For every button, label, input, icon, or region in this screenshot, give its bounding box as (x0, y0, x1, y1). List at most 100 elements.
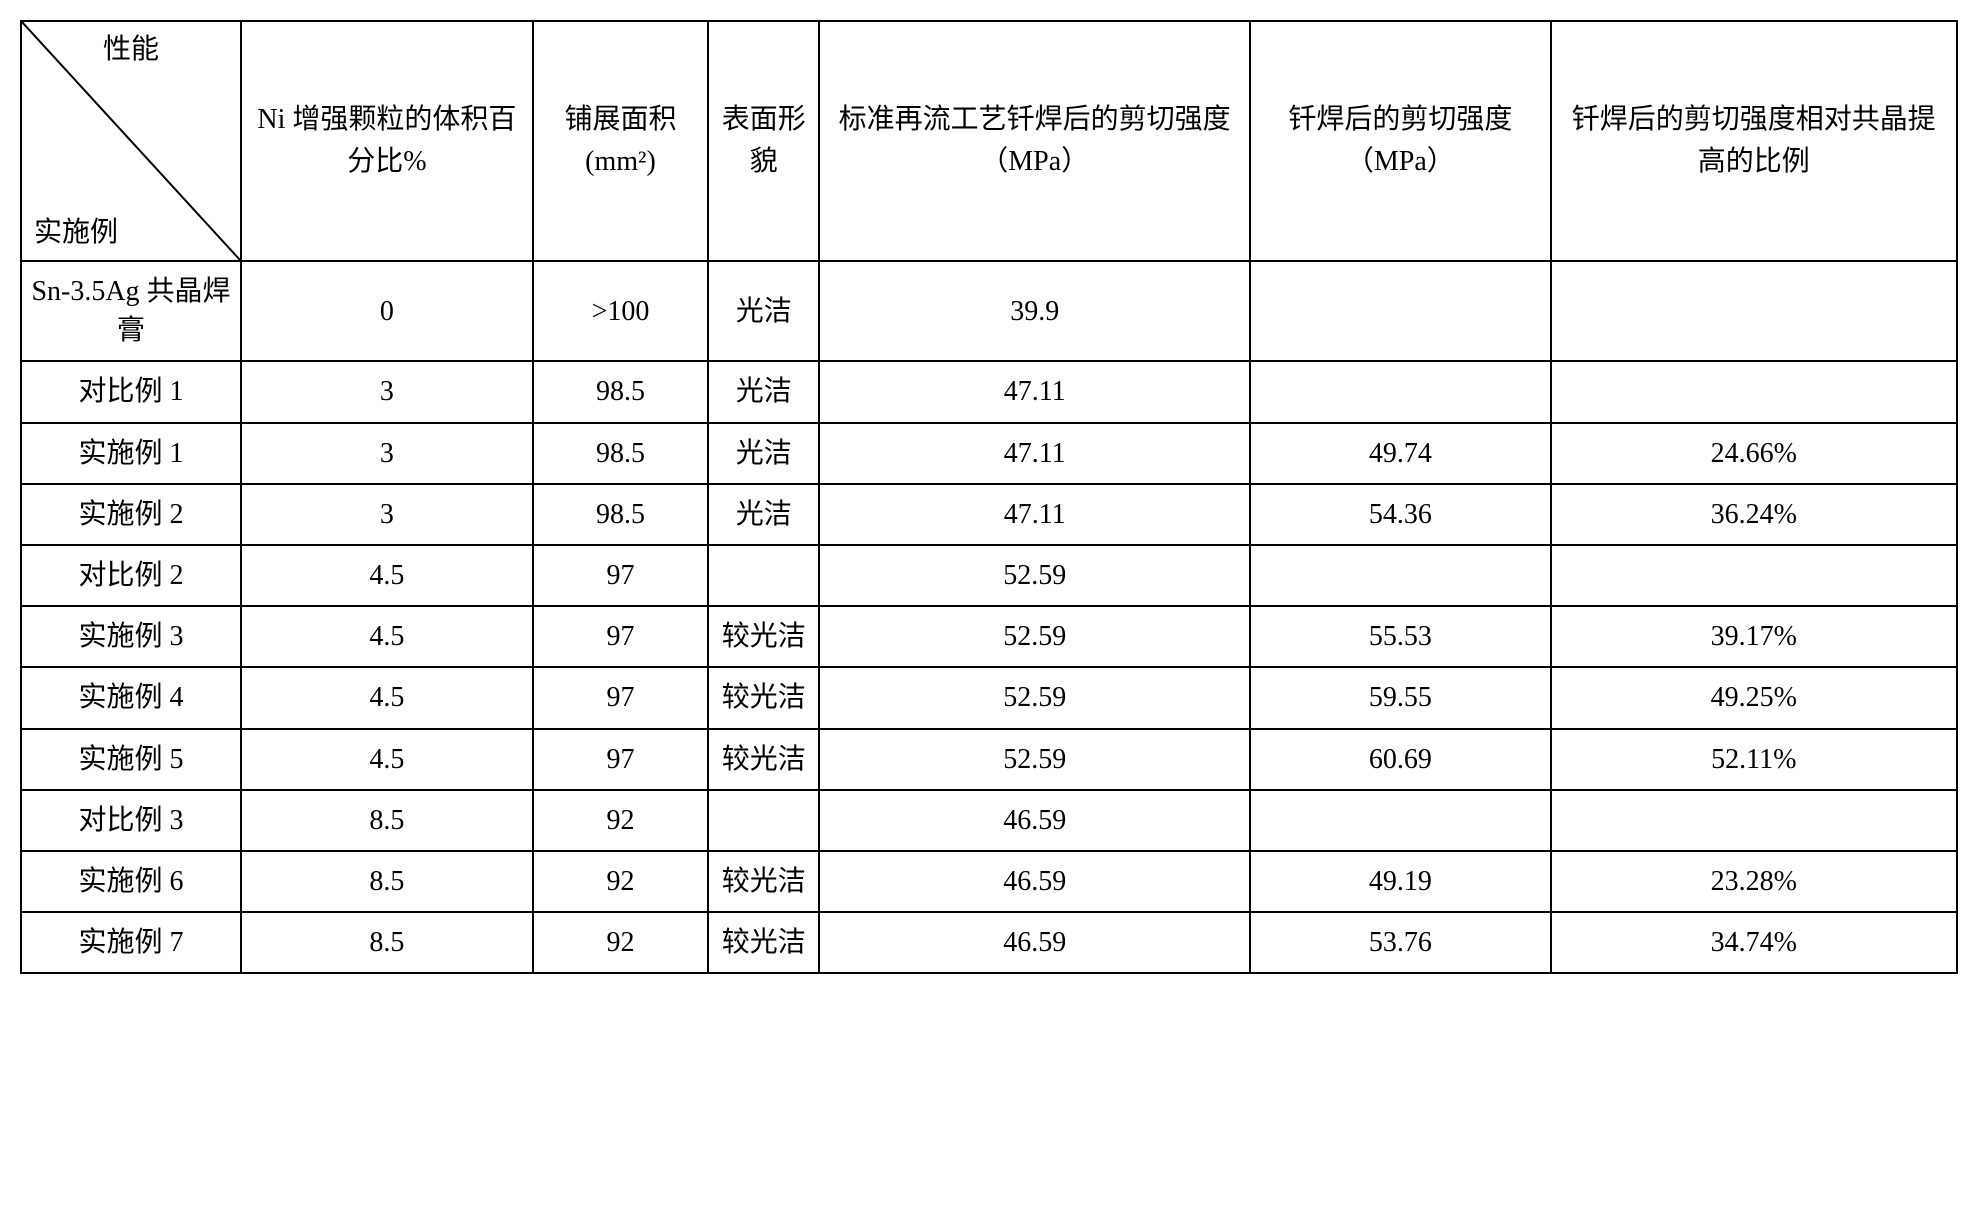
table-cell: 47.11 (819, 361, 1250, 422)
table-cell: 46.59 (819, 851, 1250, 912)
table-cell: 52.11% (1551, 729, 1957, 790)
table-cell: 55.53 (1250, 606, 1551, 667)
row-label: 实施例 4 (21, 667, 241, 728)
table-cell: 46.59 (819, 790, 1250, 851)
table-cell (1551, 261, 1957, 361)
table-cell: 52.59 (819, 729, 1250, 790)
row-label: 实施例 2 (21, 484, 241, 545)
table-cell: 39.17% (1551, 606, 1957, 667)
diag-bottom-label: 实施例 (34, 213, 118, 252)
table-cell: 4.5 (241, 606, 533, 667)
table-cell: 光洁 (708, 484, 819, 545)
row-label: 实施例 1 (21, 423, 241, 484)
table-row: 实施例 68.592较光洁46.5949.1923.28% (21, 851, 1957, 912)
table-cell (1551, 545, 1957, 606)
table-cell: 光洁 (708, 261, 819, 361)
table-cell: 34.74% (1551, 912, 1957, 973)
table-cell: 较光洁 (708, 606, 819, 667)
table-cell (1250, 361, 1551, 422)
table-cell: 98.5 (533, 484, 708, 545)
table-cell: 8.5 (241, 912, 533, 973)
table-cell: 52.59 (819, 667, 1250, 728)
table-cell: 较光洁 (708, 851, 819, 912)
table-cell (1551, 790, 1957, 851)
table-header: 性能 实施例 Ni 增强颗粒的体积百分比% 铺展面积(mm²) 表面形貌 标准再… (21, 21, 1957, 261)
table-cell: 3 (241, 423, 533, 484)
col-header-braze-shear: 钎焊后的剪切强度（MPa） (1250, 21, 1551, 261)
table-cell: 光洁 (708, 361, 819, 422)
table-cell: 98.5 (533, 423, 708, 484)
table-cell: 59.55 (1250, 667, 1551, 728)
table-row: 实施例 1398.5光洁47.1149.7424.66% (21, 423, 1957, 484)
table-cell: 3 (241, 361, 533, 422)
table-cell: >100 (533, 261, 708, 361)
table-cell: 49.25% (1551, 667, 1957, 728)
table-row: 实施例 78.592较光洁46.5953.7634.74% (21, 912, 1957, 973)
table-cell: 53.76 (1250, 912, 1551, 973)
col-header-ni-percent: Ni 增强颗粒的体积百分比% (241, 21, 533, 261)
table-cell: 23.28% (1551, 851, 1957, 912)
table-cell: 47.11 (819, 484, 1250, 545)
row-label: Sn-3.5Ag 共晶焊膏 (21, 261, 241, 361)
table-cell: 54.36 (1250, 484, 1551, 545)
table-cell (1551, 361, 1957, 422)
table-cell (708, 545, 819, 606)
table-cell: 60.69 (1250, 729, 1551, 790)
table-row: 对比例 38.592 46.59 (21, 790, 1957, 851)
table-cell: 52.59 (819, 606, 1250, 667)
table-cell: 49.19 (1250, 851, 1551, 912)
table-cell: 24.66% (1551, 423, 1957, 484)
row-label: 实施例 5 (21, 729, 241, 790)
table-row: 实施例 34.597较光洁52.5955.5339.17% (21, 606, 1957, 667)
table-cell: 92 (533, 790, 708, 851)
table-cell: 97 (533, 606, 708, 667)
table-cell: 8.5 (241, 851, 533, 912)
table-cell: 光洁 (708, 423, 819, 484)
table-cell: 49.74 (1250, 423, 1551, 484)
table-row: 实施例 44.597较光洁52.5959.5549.25% (21, 667, 1957, 728)
table-cell: 97 (533, 667, 708, 728)
row-label: 对比例 1 (21, 361, 241, 422)
row-label: 实施例 7 (21, 912, 241, 973)
col-header-std-shear: 标准再流工艺钎焊后的剪切强度（MPa） (819, 21, 1250, 261)
data-table: 性能 实施例 Ni 增强颗粒的体积百分比% 铺展面积(mm²) 表面形貌 标准再… (20, 20, 1958, 974)
table-cell (1250, 790, 1551, 851)
row-label: 实施例 3 (21, 606, 241, 667)
table-cell: 8.5 (241, 790, 533, 851)
table-cell: 97 (533, 545, 708, 606)
diag-top-label: 性能 (103, 30, 159, 69)
table-cell: 39.9 (819, 261, 1250, 361)
table-cell: 47.11 (819, 423, 1250, 484)
table-row: 实施例 2398.5光洁47.1154.3636.24% (21, 484, 1957, 545)
col-header-spread-area: 铺展面积(mm²) (533, 21, 708, 261)
table-cell: 36.24% (1551, 484, 1957, 545)
table-cell: 92 (533, 851, 708, 912)
row-label: 实施例 6 (21, 851, 241, 912)
table-row: 实施例 54.597较光洁52.5960.6952.11% (21, 729, 1957, 790)
table-cell (1250, 261, 1551, 361)
row-label: 对比例 3 (21, 790, 241, 851)
table-cell: 4.5 (241, 545, 533, 606)
table-row: Sn-3.5Ag 共晶焊膏0>100光洁39.9 (21, 261, 1957, 361)
table-cell (708, 790, 819, 851)
table-cell: 较光洁 (708, 912, 819, 973)
col-header-surface: 表面形貌 (708, 21, 819, 261)
table-cell: 97 (533, 729, 708, 790)
table-cell (1250, 545, 1551, 606)
table-cell: 52.59 (819, 545, 1250, 606)
table-cell: 4.5 (241, 729, 533, 790)
table-cell: 4.5 (241, 667, 533, 728)
table-cell: 98.5 (533, 361, 708, 422)
diagonal-header-cell: 性能 实施例 (21, 21, 241, 261)
col-header-improvement: 钎焊后的剪切强度相对共晶提高的比例 (1551, 21, 1957, 261)
header-row: 性能 实施例 Ni 增强颗粒的体积百分比% 铺展面积(mm²) 表面形貌 标准再… (21, 21, 1957, 261)
table-cell: 较光洁 (708, 729, 819, 790)
table-cell: 46.59 (819, 912, 1250, 973)
table-row: 对比例 24.597 52.59 (21, 545, 1957, 606)
table-row: 对比例 1398.5光洁47.11 (21, 361, 1957, 422)
table-cell: 较光洁 (708, 667, 819, 728)
table-cell: 0 (241, 261, 533, 361)
table-body: Sn-3.5Ag 共晶焊膏0>100光洁39.9对比例 1398.5光洁47.1… (21, 261, 1957, 973)
row-label: 对比例 2 (21, 545, 241, 606)
table-cell: 3 (241, 484, 533, 545)
